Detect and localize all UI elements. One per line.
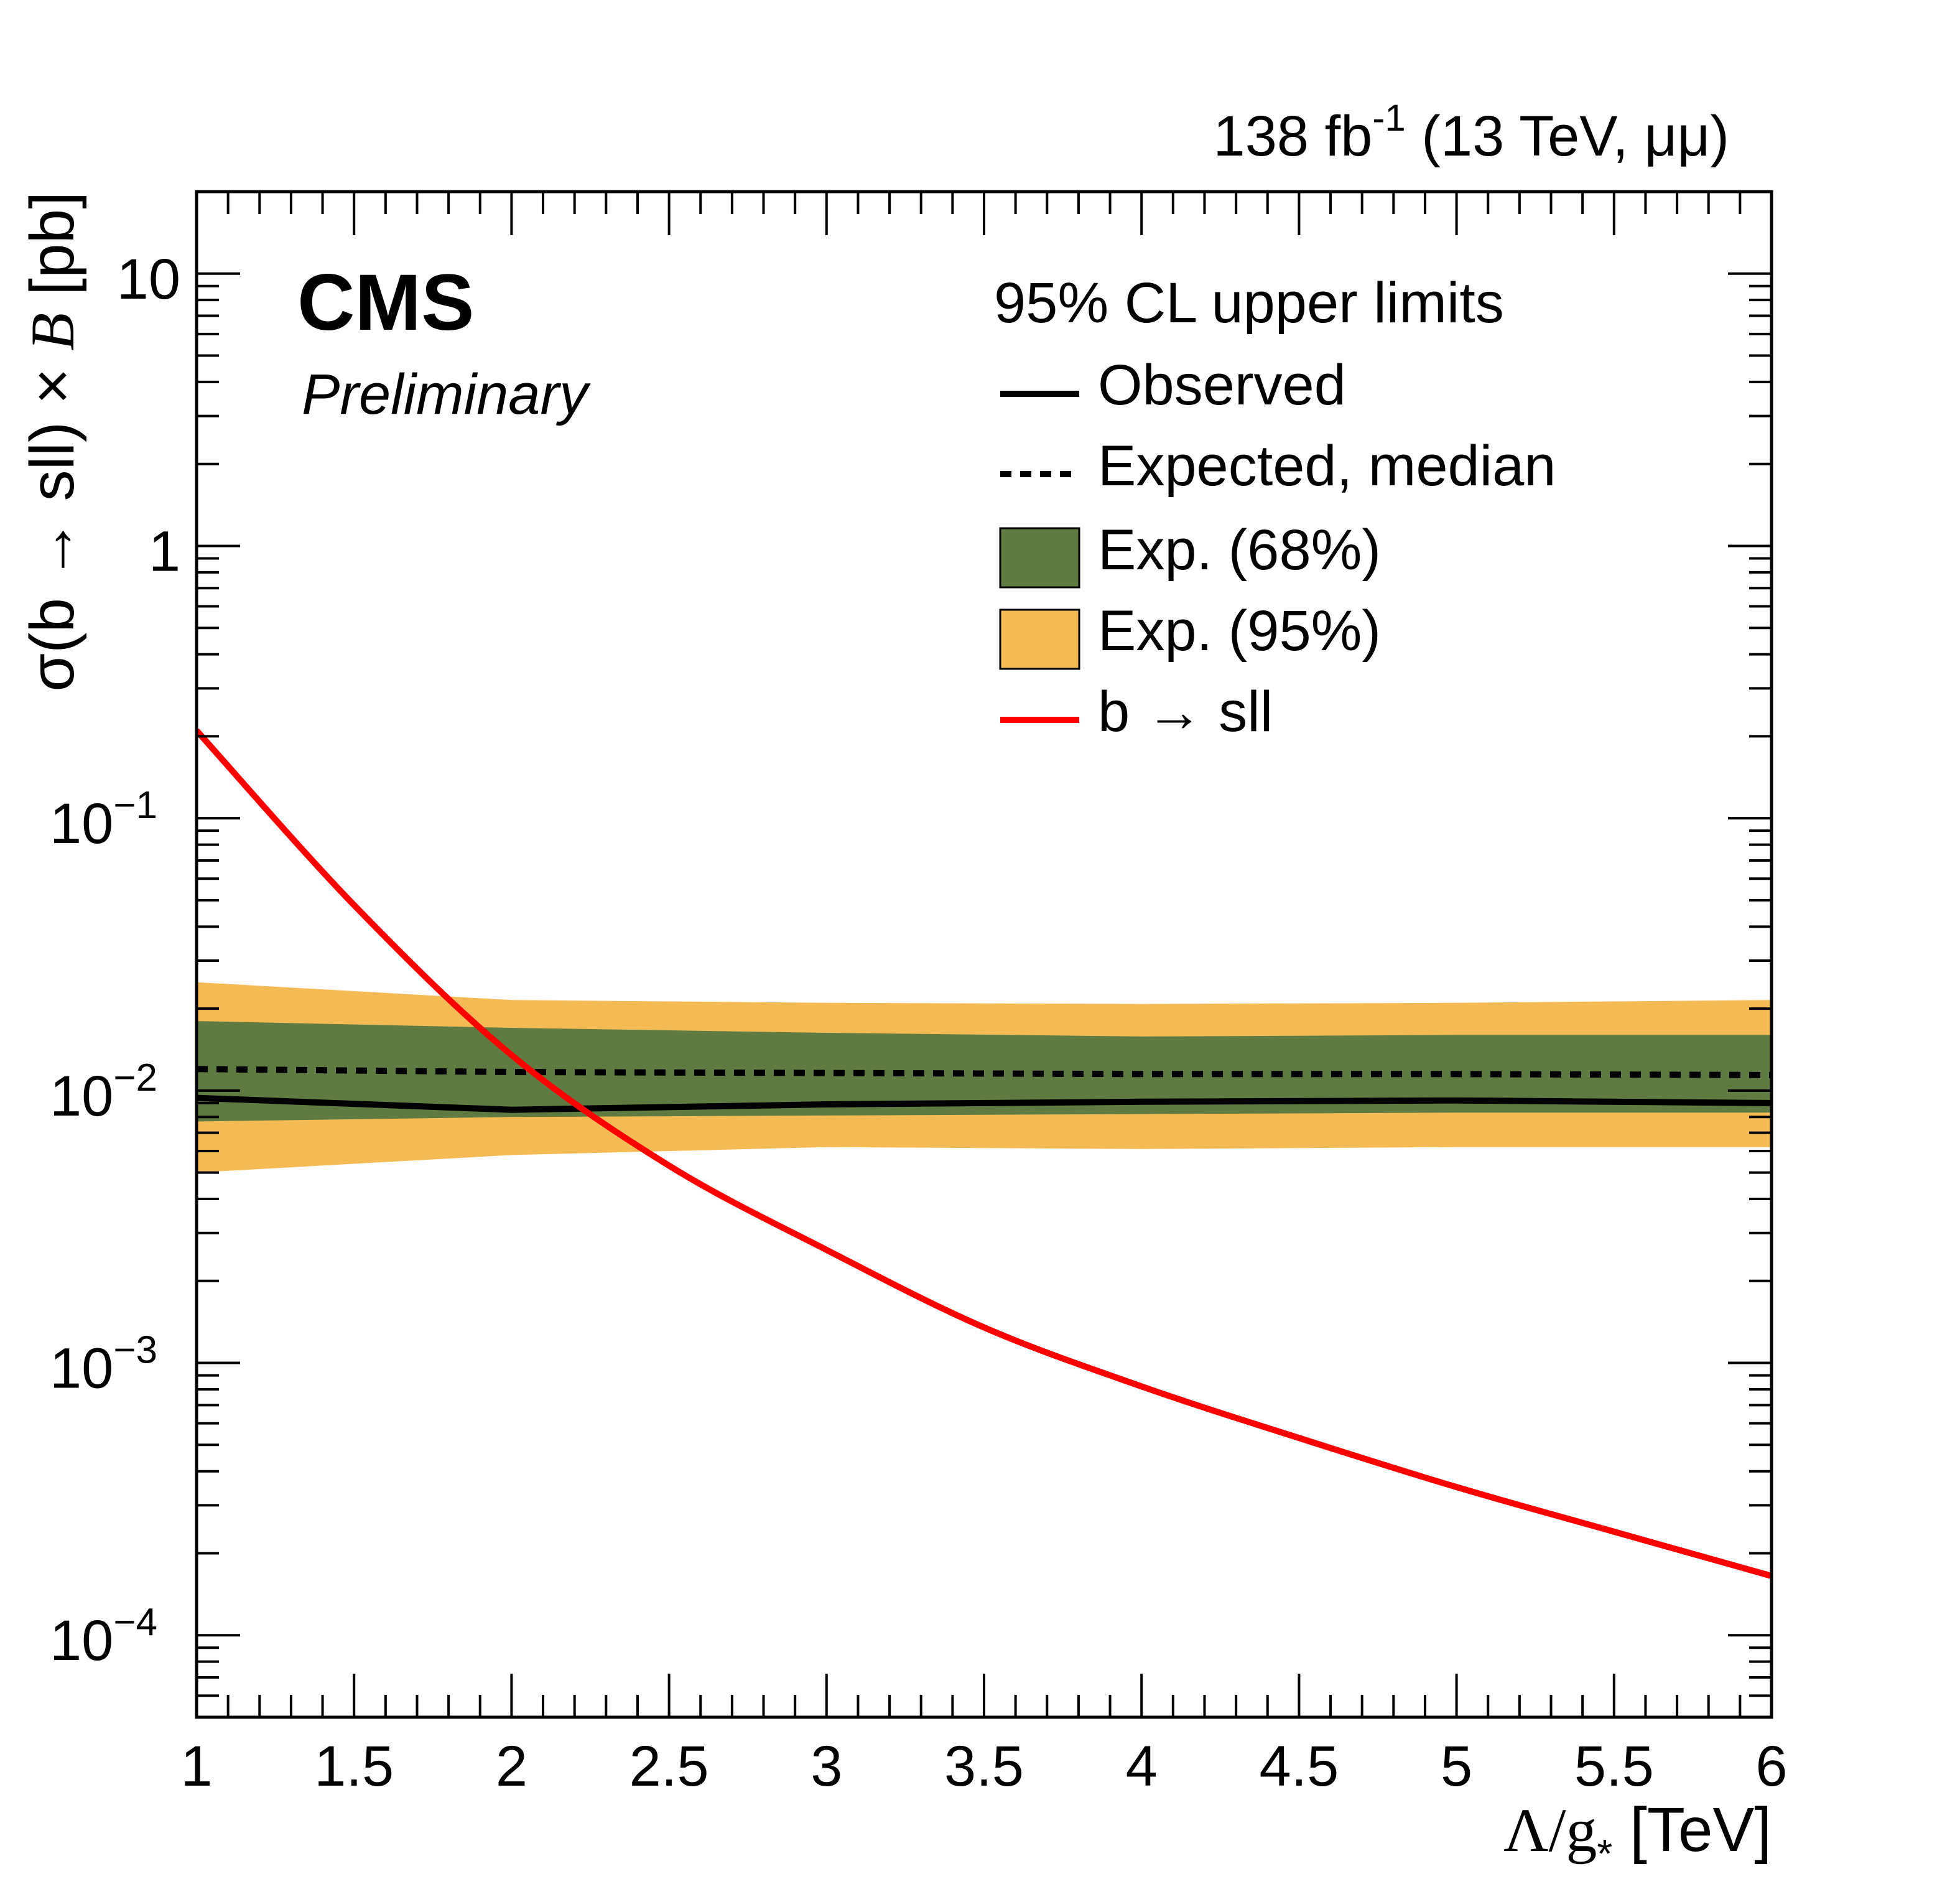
lumi-exp: -1 bbox=[1372, 97, 1405, 139]
legend-68-label: Exp. (68%) bbox=[1098, 518, 1381, 582]
legend-68-swatch bbox=[999, 527, 1080, 589]
y-tick-label: 1 bbox=[149, 520, 180, 583]
observed-line bbox=[197, 1094, 1772, 1113]
legend-expected-label: Expected, median bbox=[1098, 434, 1556, 498]
x-tick-label: 3.5 bbox=[944, 1735, 1024, 1798]
x-tick-label: 3 bbox=[810, 1735, 842, 1798]
y-axis-title: σ(b → sll) × B [pb] bbox=[17, 192, 87, 692]
x-tick-label: 6 bbox=[1755, 1735, 1787, 1798]
legend-95-label: Exp. (95%) bbox=[1098, 599, 1381, 663]
x-tick-label: 1 bbox=[180, 1735, 212, 1798]
expected-median-line bbox=[197, 1066, 1772, 1078]
y-tick-label: 10−2 bbox=[50, 1056, 157, 1128]
legend-observed-label: Observed bbox=[1098, 353, 1346, 417]
x-title-main: Λ/g bbox=[1503, 1796, 1597, 1865]
x-title-unit: [TeV] bbox=[1612, 1795, 1772, 1865]
x-tick-label: 5 bbox=[1441, 1735, 1472, 1798]
x-tick-label: 5.5 bbox=[1574, 1735, 1654, 1798]
x-tick-label: 1.5 bbox=[314, 1735, 394, 1798]
lumi-post: (13 TeV, μμ) bbox=[1406, 105, 1729, 168]
band-68 bbox=[197, 1021, 1772, 1122]
lumi-label: 138 fb-1 (13 TeV, μμ) bbox=[1214, 97, 1729, 168]
preliminary-label: Preliminary bbox=[302, 363, 591, 426]
y-title-italic: B bbox=[18, 313, 87, 351]
y-tick-label: 10−1 bbox=[50, 784, 157, 855]
x-tick-label: 2.5 bbox=[629, 1735, 709, 1798]
legend-title: 95% CL upper limits bbox=[994, 271, 1504, 335]
y-tick-label: 10−3 bbox=[50, 1329, 157, 1401]
y-tick-label: 10 bbox=[117, 248, 180, 311]
y-title-pre: σ(b → sll) × bbox=[17, 351, 87, 692]
signal-curve bbox=[197, 728, 1772, 1579]
legend: 95% CL upper limits Observed Expected, m… bbox=[994, 271, 1556, 744]
y-title-post: [pb] bbox=[17, 192, 87, 313]
cms-label: CMS bbox=[297, 258, 474, 347]
lumi-pre: 138 fb bbox=[1214, 105, 1373, 168]
x-tick-label: 4 bbox=[1126, 1735, 1158, 1798]
x-title-sub: * bbox=[1597, 1831, 1612, 1876]
x-axis-title: Λ/g* [TeV] bbox=[1503, 1795, 1772, 1876]
legend-signal-label: b → sll bbox=[1098, 680, 1273, 744]
y-tick-label: 10−4 bbox=[50, 1601, 157, 1672]
x-tick-label: 4.5 bbox=[1259, 1735, 1339, 1798]
x-tick-label: 2 bbox=[496, 1735, 527, 1798]
legend-95-swatch bbox=[999, 608, 1080, 670]
